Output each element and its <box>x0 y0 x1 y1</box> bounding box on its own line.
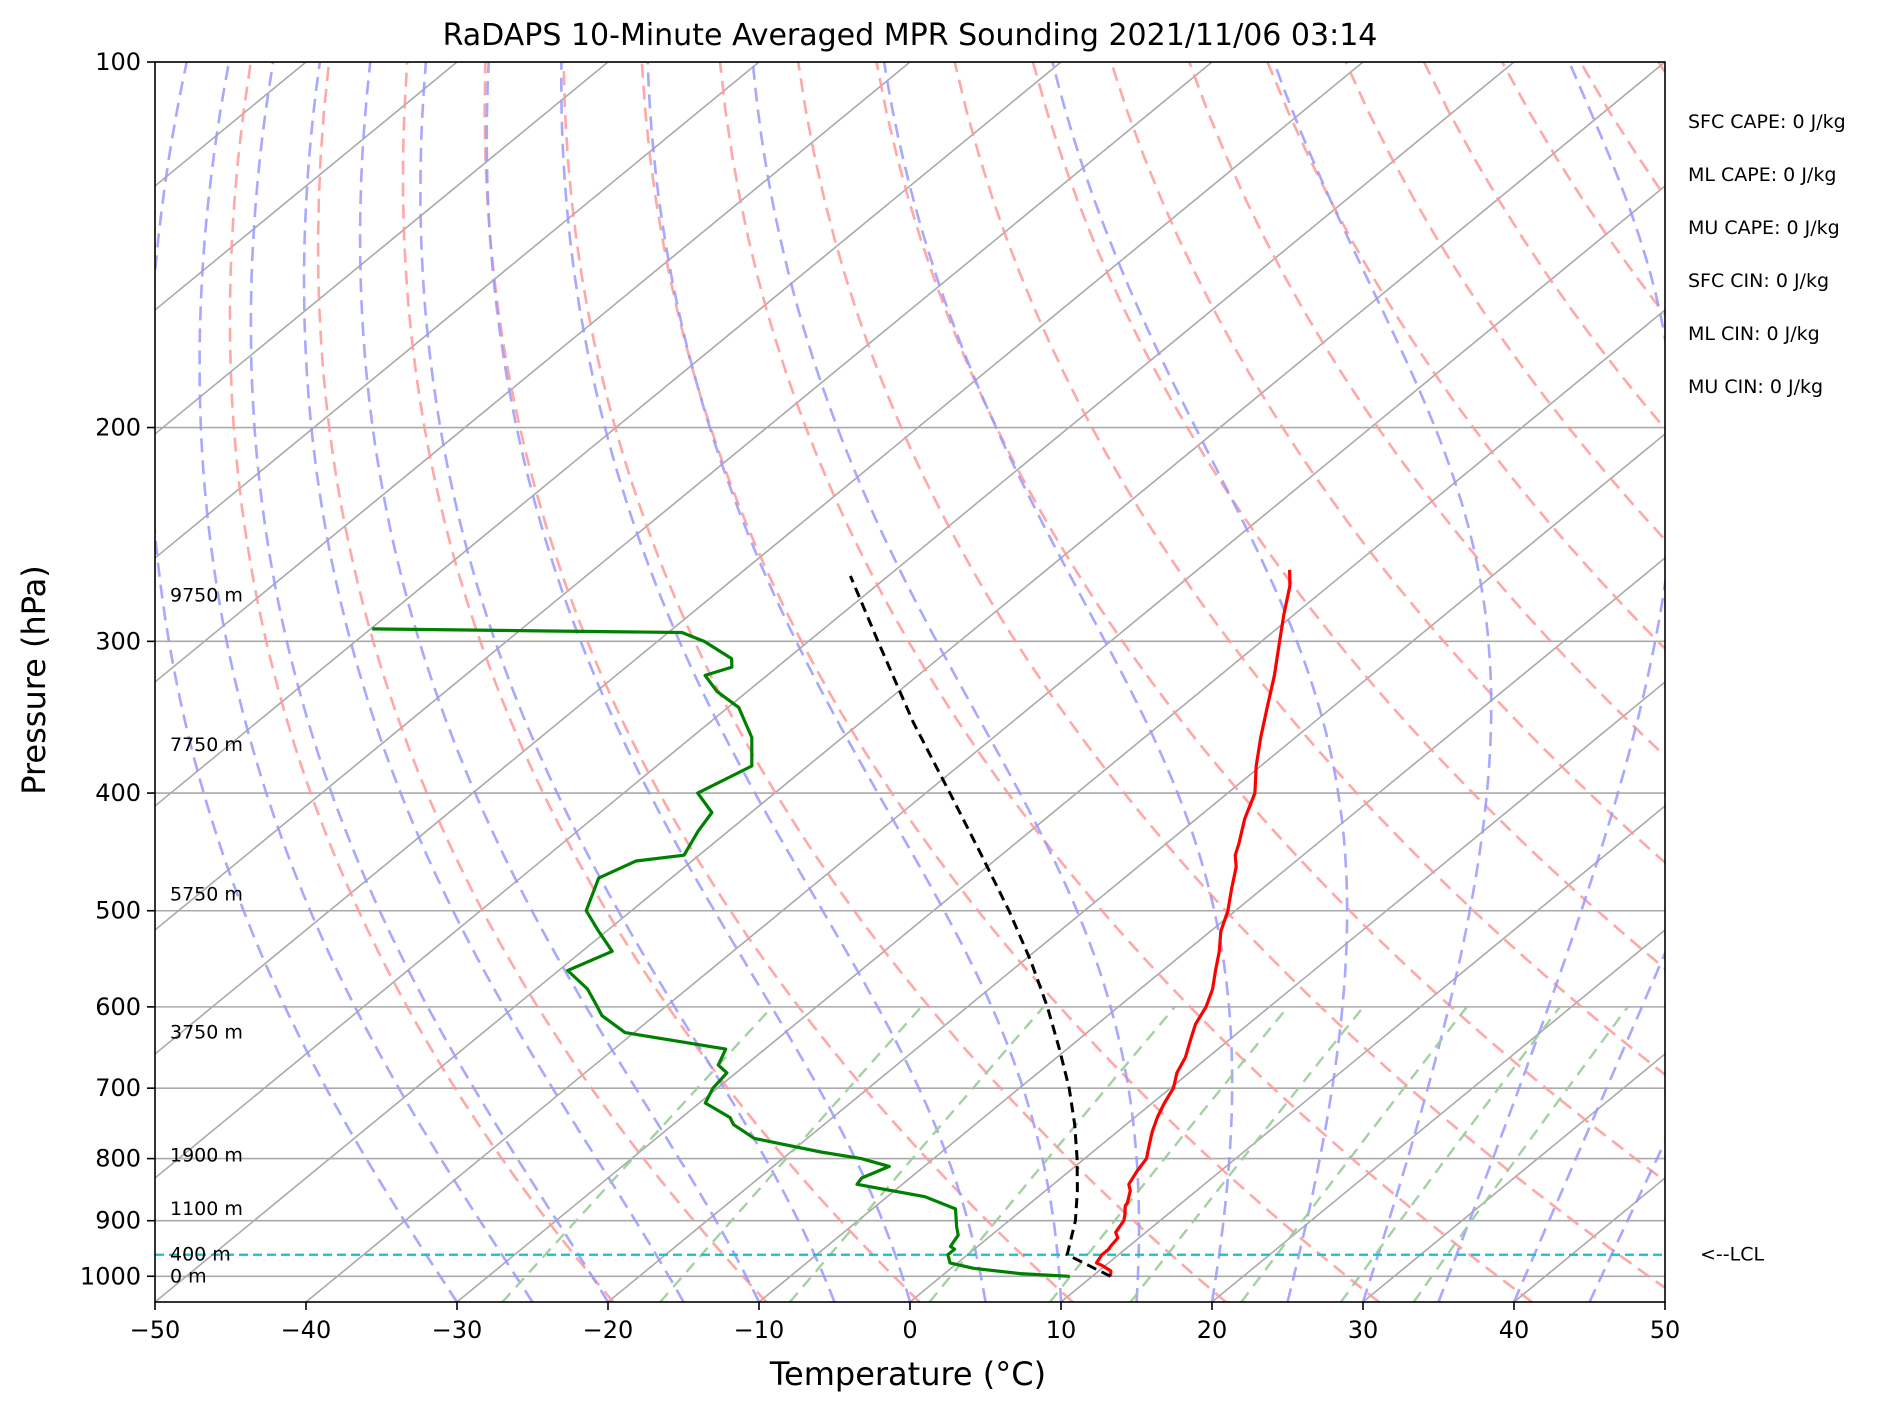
mixing-ratio-2 <box>788 1006 1045 1302</box>
y-tick-label: 600 <box>95 993 141 1021</box>
moist-adiabat--15 <box>302 62 685 1302</box>
moist-adiabat-15 <box>751 62 1141 1302</box>
isotherm-20 <box>1211 928 1665 1302</box>
mixing-ratio-10 <box>1129 1006 1365 1302</box>
moist-adiabat--10 <box>358 62 761 1302</box>
x-tick-label: 30 <box>1348 1316 1379 1344</box>
height-label: 3750 m <box>170 1022 243 1044</box>
lcl-label: <--LCL <box>1700 1244 1764 1266</box>
y-tick-label: 700 <box>95 1074 141 1102</box>
dry-adiabat-280 <box>483 62 1074 1302</box>
isotherm--80 <box>155 62 1213 932</box>
moist-adiabat--20 <box>249 62 610 1302</box>
y-tick-label: 900 <box>95 1207 141 1235</box>
isobar-grid <box>155 62 1665 1278</box>
mixing-ratio-0.4 <box>501 1006 773 1302</box>
moist-adiabat-25 <box>1051 62 1349 1302</box>
x-tick-label: 10 <box>1046 1316 1077 1344</box>
isotherm--120 <box>155 62 609 436</box>
x-tick-label: 50 <box>1650 1316 1681 1344</box>
isotherm--10 <box>758 556 1665 1302</box>
isotherm--130 <box>155 62 458 312</box>
y-tick-label: 200 <box>95 414 141 442</box>
y-tick-label: 400 <box>95 779 141 807</box>
dry-adiabat-270 <box>401 62 921 1302</box>
moist-adiabat-40 <box>1512 950 1665 1302</box>
plot-area <box>155 62 1665 1302</box>
dry-adiabat-250 <box>228 62 615 1302</box>
moist-adiabats <box>155 62 1665 1302</box>
y-tick-label: 300 <box>95 627 141 655</box>
isotherm--100 <box>155 62 911 684</box>
x-tick-label: 20 <box>1197 1316 1228 1344</box>
isotherm--110 <box>155 62 760 560</box>
isotherm--70 <box>155 62 1364 1056</box>
stability-index: MU CAPE: 0 J/kg <box>1688 217 1840 239</box>
x-tick-label: −10 <box>734 1316 785 1344</box>
y-tick-label: 500 <box>95 897 141 925</box>
y-tick-label: 800 <box>95 1145 141 1173</box>
height-label: 9750 m <box>170 584 243 606</box>
isotherm-30 <box>1362 1052 1665 1302</box>
mixing-ratio-4 <box>928 1006 1176 1302</box>
x-tick-label: −20 <box>583 1316 634 1344</box>
moist-adiabat-0 <box>485 62 912 1302</box>
profile-series <box>372 569 1292 1278</box>
y-tick-label: 1000 <box>80 1262 141 1290</box>
x-axis-ticks: −50 −40 −30 −20 −10 0 10 20 30 40 50 <box>130 1302 1681 1344</box>
isotherm--20 <box>607 432 1665 1302</box>
isotherm--60 <box>155 62 1515 1180</box>
height-label: 1900 m <box>170 1144 243 1166</box>
height-labels: 9750 m 7750 m 5750 m 3750 m 1900 m 1100 m 400 … <box>170 584 243 1287</box>
x-tick-label: −40 <box>281 1316 332 1344</box>
x-axis-label: Temperature (°C) <box>769 1355 1046 1393</box>
moist-adiabat-5 <box>559 62 987 1302</box>
dry-adiabat-290 <box>562 62 1227 1302</box>
dewpoint-profile-line <box>372 627 1070 1278</box>
height-label: 0 m <box>170 1265 207 1287</box>
y-tick-label: 100 <box>95 48 141 76</box>
height-label: 400 m <box>170 1244 231 1266</box>
chart-title: RaDAPS 10-Minute Averaged MPR Sounding 2… <box>443 18 1378 53</box>
y-axis-label: Pressure (hPa) <box>15 565 53 795</box>
stability-index: SFC CIN: 0 J/kg <box>1688 270 1829 292</box>
dry-adiabat-310 <box>718 62 1533 1302</box>
stability-index: ML CAPE: 0 J/kg <box>1688 164 1836 186</box>
x-tick-label: −50 <box>130 1316 181 1344</box>
x-tick-label: 0 <box>902 1316 917 1344</box>
moist-adiabat--5 <box>419 62 836 1302</box>
mixing-ratio-32 <box>1412 1006 1629 1302</box>
height-label: 1100 m <box>170 1198 243 1220</box>
x-tick-label: 40 <box>1499 1316 1530 1344</box>
stability-indices: SFC CAPE: 0 J/kg ML CAPE: 0 J/kg MU CAPE: … <box>1688 111 1846 398</box>
isotherm-0 <box>909 680 1665 1302</box>
stability-index: SFC CAPE: 0 J/kg <box>1688 111 1846 133</box>
height-label: 5750 m <box>170 884 243 906</box>
x-tick-label: −30 <box>432 1316 483 1344</box>
stability-index: ML CIN: 0 J/kg <box>1688 323 1820 345</box>
moist-adiabat-30 <box>1272 62 1493 1302</box>
moist-adiabat-45 <box>1588 1138 1665 1302</box>
moist-adiabat-35 <box>1437 62 1665 1302</box>
height-label: 7750 m <box>170 734 243 756</box>
dry-adiabat-350 <box>1031 62 1665 971</box>
parcel-profile-line <box>849 575 1112 1278</box>
mixing-ratio-1 <box>659 1006 923 1302</box>
mixing-ratio-24 <box>1339 1006 1561 1302</box>
dry-adiabat-320 <box>796 62 1665 1290</box>
temperature-profile-line <box>1094 569 1292 1277</box>
y-axis-ticks: 100 200 300 400 500 600 700 800 900 1000 <box>80 48 155 1290</box>
dry-adiabat-380 <box>1266 62 1665 651</box>
dry-adiabat-260 <box>316 62 768 1302</box>
moist-adiabat-20 <box>882 62 1234 1302</box>
stability-index: MU CIN: 0 J/kg <box>1688 376 1823 398</box>
isotherm--50 <box>155 62 1665 1302</box>
isotherm-10 <box>1060 804 1665 1302</box>
isotherm--90 <box>155 62 1062 808</box>
mixing-ratio-16 <box>1240 1006 1468 1302</box>
